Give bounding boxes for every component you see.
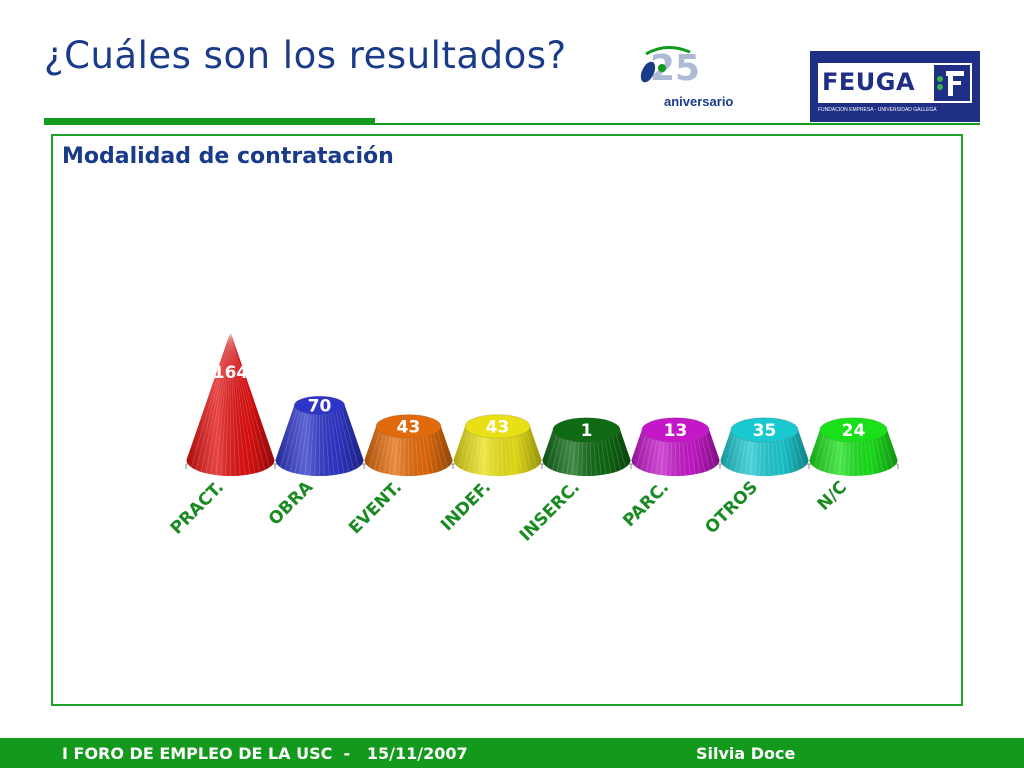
feuga-logo-word: FEUGA bbox=[822, 68, 916, 96]
data-label: 24 bbox=[842, 421, 866, 441]
category-label: PARC. bbox=[619, 477, 673, 531]
cone-cap bbox=[730, 417, 799, 443]
footer-bar: I FORO DE EMPLEO DE LA USC - 15/11/2007 … bbox=[0, 738, 1024, 768]
cone-bar bbox=[809, 417, 898, 476]
plot-area: 164 PRACT. 70 OBRA 43 EVENT. 43 INDEF. 1 INSERC. 1… bbox=[167, 331, 899, 546]
category-label: OTROS bbox=[701, 477, 762, 538]
category-label: OBRA bbox=[265, 477, 318, 530]
feuga-mark-icon bbox=[934, 65, 970, 101]
cone-bar bbox=[364, 414, 453, 476]
cone-cap bbox=[819, 417, 888, 443]
data-label: 1 bbox=[581, 421, 593, 441]
feuga-logo-tagline: FUNDACIÓN EMPRESA - UNIVERSIDAD GALLEGA bbox=[818, 107, 937, 113]
data-label: 164 bbox=[213, 363, 249, 383]
header-rule-thin bbox=[375, 123, 980, 125]
anniversary-logo-text: aniversario bbox=[664, 94, 734, 109]
data-label: 43 bbox=[397, 417, 421, 437]
footer-event: I FORO DE EMPLEO DE LA USC - 15/11/2007 bbox=[62, 744, 468, 763]
header-rule-thick bbox=[44, 118, 375, 125]
cone-cap bbox=[641, 417, 710, 443]
cone-bar bbox=[542, 417, 631, 476]
cone-bar bbox=[186, 331, 275, 476]
category-label: EVENT. bbox=[345, 477, 406, 538]
category-label: N/C bbox=[814, 477, 851, 514]
cone-bar bbox=[631, 417, 720, 476]
data-label: 43 bbox=[486, 417, 510, 437]
chart-subtitle: Modalidad de contratación bbox=[62, 144, 394, 169]
cone-bar bbox=[720, 417, 809, 476]
cone-bar bbox=[275, 395, 364, 476]
category-label: INSERC. bbox=[516, 477, 584, 545]
data-label: 35 bbox=[753, 421, 777, 441]
cone-cap bbox=[552, 417, 621, 443]
anniversary-logo: 25 bbox=[636, 38, 752, 112]
data-label: 13 bbox=[664, 421, 688, 441]
cone-cap bbox=[293, 395, 346, 416]
data-label: 70 bbox=[308, 396, 332, 416]
feuga-logo: FEUGA FUNDACIÓN EMPRESA - UNIVERSIDAD GA… bbox=[810, 51, 980, 122]
cone-bar bbox=[453, 414, 542, 476]
cone-cap bbox=[464, 414, 531, 439]
cone-chart: 164 PRACT. 70 OBRA 43 EVENT. 43 INDEF. 1 INSERC. 1… bbox=[167, 331, 899, 546]
category-label: INDEF. bbox=[437, 477, 495, 535]
chart-panel bbox=[51, 134, 963, 706]
footer-author: Silvia Doce bbox=[696, 744, 796, 763]
category-label: PRACT. bbox=[167, 477, 228, 538]
svg-text:25: 25 bbox=[650, 48, 700, 89]
cone-cap bbox=[375, 414, 442, 439]
slide-title: ¿Cuáles son los resultados? bbox=[44, 34, 567, 77]
